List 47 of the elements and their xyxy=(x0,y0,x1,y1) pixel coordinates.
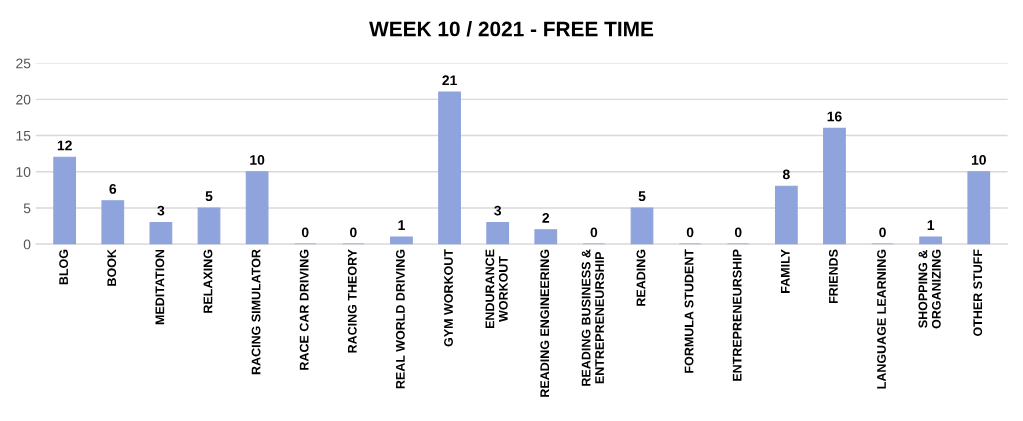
data-label: 1 xyxy=(398,220,405,230)
data-label: 10 xyxy=(250,155,265,165)
y-tick-label: 10 xyxy=(16,167,31,177)
x-tick-label: RELAXING xyxy=(203,249,213,313)
x-tick-label: MEDITATION xyxy=(155,249,165,325)
data-label: 0 xyxy=(734,227,742,238)
x-tick-label: FORMULA STUDENT xyxy=(684,249,694,373)
data-label: 12 xyxy=(57,140,72,151)
chart-title: WEEK 10 / 2021 - FREE TIME xyxy=(369,21,654,37)
y-tick-label: 20 xyxy=(16,94,31,105)
data-label: 10 xyxy=(971,155,986,165)
y-tick-label: 25 xyxy=(16,58,31,69)
data-label: 21 xyxy=(442,75,457,86)
data-label: 0 xyxy=(350,227,357,238)
y-tick-label: 15 xyxy=(16,131,31,141)
data-label: 0 xyxy=(590,227,598,238)
data-label: 5 xyxy=(205,191,213,202)
x-tick-label: SHOPPING & ORGANIZING xyxy=(918,249,941,329)
data-label: 16 xyxy=(827,111,842,122)
x-tick-label: OTHER STUFF xyxy=(973,249,983,337)
x-tick-label: BLOG xyxy=(59,249,69,285)
x-tick-label: LANGUAGE LEARNING xyxy=(877,249,886,389)
x-tick-label: RACING THEORY xyxy=(347,249,357,353)
y-tick-label: 5 xyxy=(23,203,31,214)
x-tick-label: FAMILY xyxy=(780,249,790,293)
data-label: 0 xyxy=(301,227,309,238)
y-tick-label: 0 xyxy=(23,239,31,250)
x-tick-label: REAL WORLD DRIVING xyxy=(395,249,405,389)
data-label: 2 xyxy=(542,212,550,223)
x-tick-label: READING BUSINESS & ENTREPRENEURSHIP xyxy=(581,249,604,386)
x-tick-label: ENDURANCE WORKOUT xyxy=(485,249,508,329)
x-tick-label: READING xyxy=(636,249,646,306)
x-tick-label: GYM WORKOUT xyxy=(444,249,453,347)
data-label: 3 xyxy=(494,205,502,216)
data-label: 1 xyxy=(927,220,935,230)
x-tick-label: FRIENDS xyxy=(828,249,838,304)
data-label: 3 xyxy=(157,205,165,216)
x-tick-label: RACING SIMULATOR xyxy=(251,249,261,375)
x-tick-label: RACE CAR DRIVING xyxy=(299,249,309,370)
data-label: 8 xyxy=(782,169,790,180)
x-tick-label: BOOK xyxy=(107,249,117,286)
data-label: 0 xyxy=(879,227,886,238)
x-tick-label: ENTREPRENEURSHIP xyxy=(732,249,742,381)
data-label: 6 xyxy=(109,183,117,194)
x-tick-label: READING ENGINEERING xyxy=(540,249,550,397)
data-label: 5 xyxy=(638,191,646,202)
data-label: 0 xyxy=(686,227,694,238)
